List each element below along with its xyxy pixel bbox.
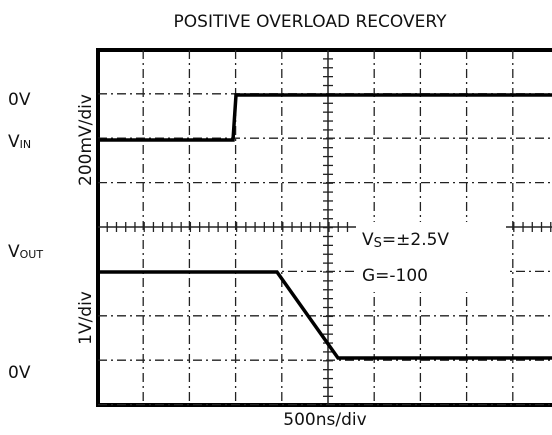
vin-zero-label: 0V [8, 90, 31, 110]
annotation-bg [356, 222, 506, 292]
gain-annotation: G=-100 [362, 266, 428, 286]
vout-trace [98, 270, 552, 360]
vin-label: VIN [8, 132, 31, 152]
vin-scale: 200mV/div [76, 94, 96, 186]
time-scale: 500ns/div [283, 410, 366, 430]
supply-annotation: VS=±2.5V [362, 230, 449, 251]
chart-title: POSITIVE OVERLOAD RECOVERY [174, 12, 448, 32]
vout-scale: 1V/div [76, 291, 96, 345]
vout-label: VOUT [8, 242, 43, 262]
vin-trace [98, 93, 552, 142]
vout-zero-label: 0V [8, 363, 31, 383]
